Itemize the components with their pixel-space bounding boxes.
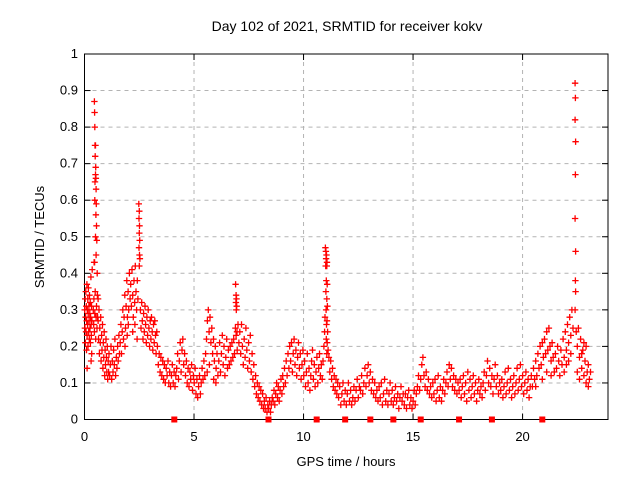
- chart-title: Day 102 of 2021, SRMTID for receiver kok…: [212, 18, 483, 34]
- y-tick-label: 0.3: [60, 302, 78, 317]
- axis-square-marker: [456, 416, 463, 423]
- y-tick-label: 1: [71, 46, 78, 61]
- y-tick-label: 0.5: [60, 229, 78, 244]
- x-axis-label: GPS time / hours: [297, 454, 396, 469]
- x-tick-label: 20: [515, 429, 529, 444]
- x-tick-label: 15: [406, 429, 420, 444]
- x-tick-label: 0: [81, 429, 88, 444]
- axis-square-marker: [390, 416, 397, 423]
- axes: 0 5 10 15 20 0 0.1 0.2 0.3 0.4 0.5 0.6 0.7 0.8 0.9 1: [60, 46, 609, 444]
- axis-square-marker: [539, 416, 546, 423]
- y-tick-label: 0.2: [60, 338, 78, 353]
- axis-square-marker: [171, 416, 178, 423]
- y-tick-label: 0.8: [60, 119, 78, 134]
- axis-square-marker: [265, 416, 272, 423]
- scatter-plus-markers: [81, 80, 594, 416]
- y-tick-label: 0.1: [60, 375, 78, 390]
- axis-square-marker: [417, 416, 424, 423]
- y-tick-label: 0.7: [60, 156, 78, 171]
- grid-lines: [84, 54, 608, 420]
- x-tick-label: 10: [296, 429, 310, 444]
- y-tick-label: 0.4: [60, 265, 78, 280]
- y-tick-label: 0: [71, 412, 78, 427]
- x-tick-label: 5: [190, 429, 197, 444]
- axis-square-marker: [313, 416, 320, 423]
- y-axis-label: SRMTID / TECUs: [32, 185, 47, 288]
- data-points: [81, 80, 594, 423]
- axis-square-marker: [488, 416, 495, 423]
- axis-square-marker: [342, 416, 349, 423]
- axis-square-marker: [367, 416, 374, 423]
- y-tick-label: 0.9: [60, 83, 78, 98]
- y-tick-label: 0.6: [60, 192, 78, 207]
